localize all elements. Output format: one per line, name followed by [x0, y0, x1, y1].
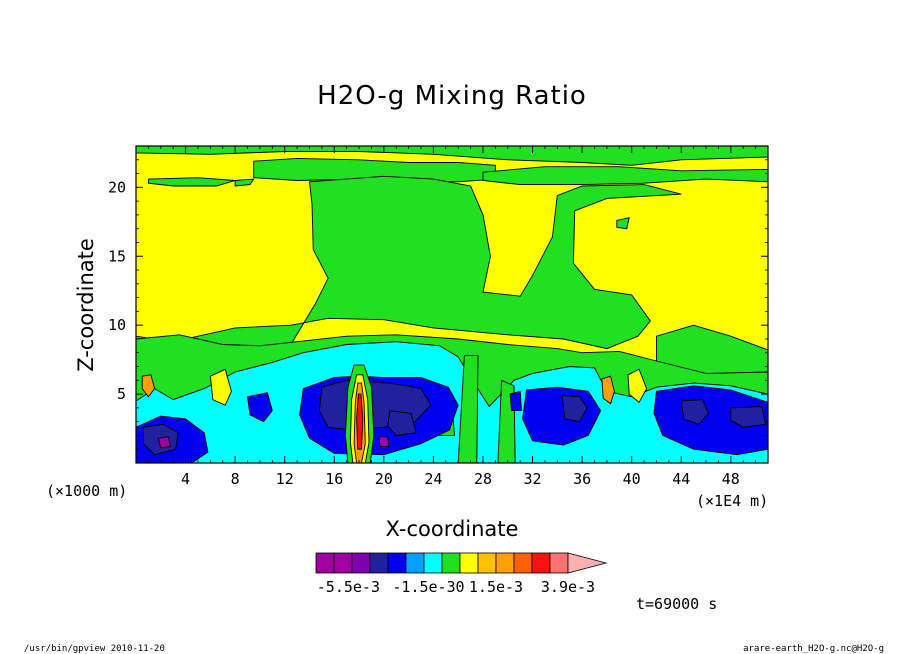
plot-frame — [135, 145, 769, 464]
colorbar-tick-label: -5.5e-3 — [317, 578, 380, 596]
colorbar-cell — [387, 552, 407, 574]
contour-darkblue-mid — [561, 395, 588, 423]
contour-yellow-pocket-left — [209, 368, 232, 406]
footer-right: arare-earth_H2O-g.nc@H2O-g — [743, 644, 884, 654]
y-tick-label: 15 — [108, 247, 126, 265]
contour-darkblue-right — [680, 399, 710, 425]
contour-green-top — [136, 146, 768, 166]
x-axis: 4 8 12 16 20 24 28 32 36 40 44 48 — [147, 146, 757, 488]
colorbar-cell — [441, 552, 461, 574]
colorbar-tick-label: 0 — [455, 578, 464, 596]
x-tick-label: 28 — [474, 470, 492, 488]
time-label: t=69000 s — [636, 595, 717, 613]
contour-blue-small-b — [509, 390, 522, 412]
x-tick-label: 20 — [375, 470, 393, 488]
x-tick-label: 36 — [573, 470, 591, 488]
colorbar-tick-label: 3.9e-3 — [541, 578, 595, 596]
contour-purple-core-center — [378, 436, 390, 447]
colorbar-cell — [333, 552, 353, 574]
y-axis-label: Z-coordinate — [74, 238, 98, 372]
x-tick-label: 44 — [672, 470, 690, 488]
contour-green-small-top — [234, 178, 255, 187]
plot-area — [136, 146, 768, 463]
footer-left: /usr/bin/gpview 2010-11-20 — [24, 644, 165, 654]
colorbar-tick-label: 1.5e-3 — [469, 578, 523, 596]
colorbar-cell — [531, 552, 551, 574]
x-tick-label: 4 — [181, 470, 190, 488]
x-tick-label: 48 — [722, 470, 740, 488]
contour-green-band-right — [482, 166, 768, 186]
x-tick-label: 16 — [325, 470, 343, 488]
x-axis-label: X-coordinate — [386, 517, 519, 541]
x-tick-label: 40 — [623, 470, 641, 488]
contour-green-strand-a — [457, 355, 479, 463]
colorbar-cell — [423, 552, 443, 574]
y-axis: 5 10 15 20 — [108, 159, 768, 450]
contour-purple-core-left — [157, 436, 172, 449]
colorbar — [315, 552, 608, 574]
contour-orange-pocket-left — [141, 374, 156, 398]
y-tick-label: 10 — [108, 316, 126, 334]
chart-title: H2O-g Mixing Ratio — [317, 81, 587, 111]
colorbar-cell — [513, 552, 533, 574]
colorbar-cell — [495, 552, 515, 574]
y-tick-label: 20 — [108, 178, 126, 196]
colorbar-cell — [369, 552, 389, 574]
colorbar-tick-label: -1.5e-3 — [392, 578, 455, 596]
colorbar-cell — [351, 552, 371, 574]
colorbar-cell — [405, 552, 425, 574]
contour-darkblue-right2 — [730, 406, 767, 428]
contour-darkblue-center2 — [387, 410, 417, 436]
y-unit-label: (×1000 m) — [46, 482, 127, 500]
contour-yellow-pocket-right — [627, 368, 648, 404]
x-tick-label: 12 — [276, 470, 294, 488]
colorbar-cell — [549, 552, 569, 574]
colorbar-tick-labels: -5.5e-3 -1.5e-3 0 1.5e-3 3.9e-3 — [317, 578, 595, 596]
contour-column-red — [356, 393, 364, 450]
contour-orange-pocket-right — [601, 375, 615, 405]
x-unit-label: (×1E4 m) — [696, 492, 768, 510]
y-tick-label: 5 — [117, 385, 126, 403]
x-tick-label: 24 — [424, 470, 442, 488]
colorbar-cell — [315, 552, 335, 574]
contour-green-small-right — [616, 217, 630, 230]
x-tick-label: 8 — [231, 470, 240, 488]
x-tick-label: 32 — [524, 470, 542, 488]
contour-blue-left-small — [246, 392, 273, 423]
contour-green-band-left — [147, 177, 236, 187]
colorbar-extend-arrow — [567, 552, 608, 574]
colorbar-cell — [459, 552, 479, 574]
colorbar-cell — [477, 552, 497, 574]
